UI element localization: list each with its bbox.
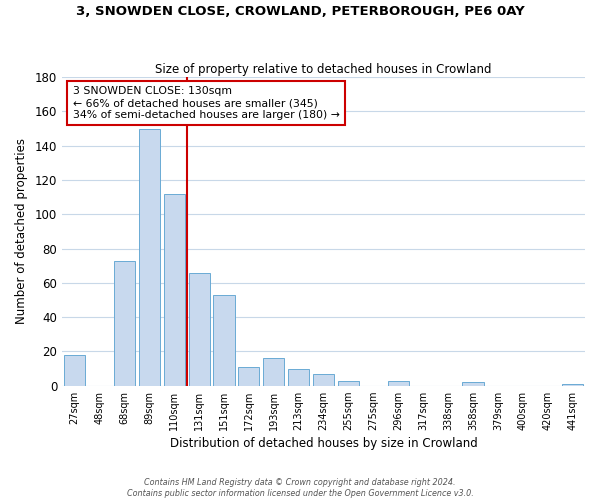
Text: Contains HM Land Registry data © Crown copyright and database right 2024.
Contai: Contains HM Land Registry data © Crown c… bbox=[127, 478, 473, 498]
X-axis label: Distribution of detached houses by size in Crowland: Distribution of detached houses by size … bbox=[170, 437, 478, 450]
Text: 3, SNOWDEN CLOSE, CROWLAND, PETERBOROUGH, PE6 0AY: 3, SNOWDEN CLOSE, CROWLAND, PETERBOROUGH… bbox=[76, 5, 524, 18]
Bar bbox=[164, 194, 185, 386]
Bar bbox=[64, 355, 85, 386]
Y-axis label: Number of detached properties: Number of detached properties bbox=[15, 138, 28, 324]
Bar bbox=[313, 374, 334, 386]
Bar bbox=[238, 367, 259, 386]
Bar bbox=[338, 380, 359, 386]
Bar bbox=[214, 295, 235, 386]
Bar bbox=[562, 384, 583, 386]
Bar bbox=[388, 380, 409, 386]
Text: 3 SNOWDEN CLOSE: 130sqm
← 66% of detached houses are smaller (345)
34% of semi-d: 3 SNOWDEN CLOSE: 130sqm ← 66% of detache… bbox=[73, 86, 340, 120]
Bar bbox=[188, 272, 209, 386]
Title: Size of property relative to detached houses in Crowland: Size of property relative to detached ho… bbox=[155, 63, 492, 76]
Bar bbox=[288, 368, 309, 386]
Bar bbox=[114, 260, 135, 386]
Bar bbox=[463, 382, 484, 386]
Bar bbox=[139, 128, 160, 386]
Bar bbox=[263, 358, 284, 386]
